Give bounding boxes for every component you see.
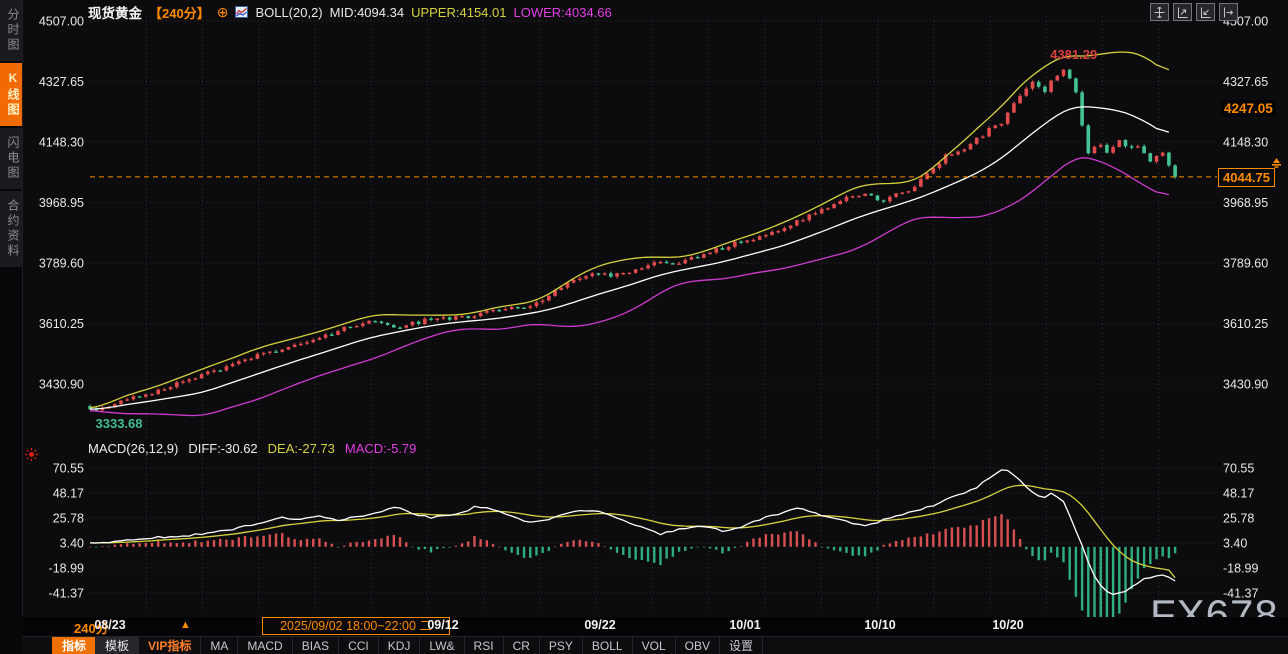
crosshair-datetime-tooltip: 2025/09/02 18:00~22:00 二: [262, 617, 450, 635]
toolbar-item[interactable]: KDJ: [377, 637, 420, 654]
chart-tool-buttons: [1150, 3, 1238, 21]
axis-tick-label: 3789.60: [39, 257, 84, 271]
axis-tick-label: 4148.30: [1223, 136, 1268, 150]
macd-macd-value: MACD:-5.79: [344, 441, 417, 456]
x-axis-date-label: 09/12: [427, 618, 459, 632]
chart-header: 现货黄金 【240分】 ⊕ BOLL(20,2) MID:4094.34 UPP…: [88, 2, 612, 22]
axis-tick-label: 3430.90: [39, 378, 84, 392]
boll-mid-value: MID:4094.34: [329, 4, 405, 20]
toolbar-item[interactable]: MACD: [237, 637, 291, 654]
axis-tick-label: -18.99: [1223, 561, 1258, 575]
toolbar-item[interactable]: LW&: [419, 637, 463, 654]
boll-lower-value: LOWER:4034.66: [513, 4, 612, 20]
axis-tick-label: 48.17: [1223, 486, 1254, 500]
toolbar-item[interactable]: PSY: [538, 637, 582, 654]
toolbar-item[interactable]: VIP指标: [138, 637, 200, 654]
axis-tick-label: 3610.25: [39, 317, 84, 331]
axis-tick-label: 3968.95: [39, 196, 84, 210]
indicator-toolbar: 指标 模板 VIP指标 MA MACD BIAS CCI KDJ LW& RSI CR PSY BOLL…: [22, 636, 1288, 654]
scale-compress-icon[interactable]: [1196, 3, 1215, 21]
sidebar-tab[interactable]: 合约资料: [0, 191, 22, 267]
axis-tick-label: 25.78: [53, 511, 84, 525]
axis-tick-label: -18.99: [49, 561, 84, 575]
toolbar-item[interactable]: VOL: [631, 637, 675, 654]
x-axis-date-label: 10/10: [864, 618, 896, 632]
axis-tick-label: 3.40: [1223, 536, 1247, 550]
scale-expand-icon[interactable]: [1173, 3, 1192, 21]
axis-tick-label: 4327.65: [1223, 75, 1268, 89]
boll-label: BOLL(20,2): [255, 4, 323, 20]
axis-tick-label: 4507.00: [39, 15, 84, 29]
toolbar-item[interactable]: CR: [502, 637, 539, 654]
boll-upper-value: UPPER:4154.01: [411, 4, 507, 20]
price-alarm-icon[interactable]: [1270, 157, 1283, 169]
reference-price-tag: 4247.05: [1221, 99, 1276, 117]
toolbar-item[interactable]: 模板: [95, 637, 139, 654]
symbol-name: 现货黄金: [88, 6, 142, 21]
toolbar-item[interactable]: 设置: [718, 637, 763, 654]
axis-tick-label: 70.55: [1223, 462, 1254, 476]
shift-right-icon[interactable]: [1219, 3, 1238, 21]
timeframe-up-arrow-icon[interactable]: ▲: [180, 619, 191, 631]
high-price-label: 4381.29: [1050, 47, 1098, 63]
x-axis-date-label: 08/23: [94, 618, 126, 632]
x-axis-date-label: 10/20: [992, 618, 1024, 632]
axis-tick-label: -41.37: [49, 586, 84, 600]
toolbar-item[interactable]: CCI: [338, 637, 378, 654]
axis-tick-label: 70.55: [53, 462, 84, 476]
sidebar-tab[interactable]: 分时图: [0, 0, 22, 61]
axis-tick-label: 4327.65: [39, 75, 84, 89]
toolbar-item[interactable]: 指标: [52, 637, 96, 654]
toolbar-item[interactable]: MA: [200, 637, 237, 654]
sidebar-tab[interactable]: K线图: [0, 63, 22, 126]
macd-chart-canvas[interactable]: 70.55 70.55 48.17 48.17 25.78 25.78 3.40 3.40 -1…: [22, 443, 1288, 619]
chart-main-area: 4507.00 4507.00 4327.65 4327.65 4148.30 4148.…: [22, 0, 1288, 654]
macd-dea-value: DEA:-27.73: [267, 441, 335, 456]
circle-plus-icon[interactable]: ⊕: [216, 4, 229, 20]
axis-tick-label: 48.17: [53, 486, 84, 500]
macd-diff-value: DIFF:-30.62: [188, 441, 258, 456]
period-label: 【240分】: [149, 5, 210, 21]
macd-label: MACD(26,12,9): [88, 441, 179, 456]
chart-type-sidebar: 分时图 K线图 闪电图 合约资料: [0, 0, 23, 654]
axis-tick-label: 3430.90: [1223, 378, 1268, 392]
mini-chart-icon[interactable]: [235, 6, 249, 18]
current-price-tag: 4044.75: [1218, 167, 1275, 187]
toolbar-item[interactable]: BOLL: [581, 637, 632, 654]
macd-header: MACD(26,12,9) DIFF:-30.62 DEA:-27.73 MAC…: [88, 441, 416, 456]
toolbar-item[interactable]: BIAS: [291, 637, 338, 654]
axis-tick-label: -41.37: [1223, 586, 1258, 600]
toolbar-item[interactable]: OBV: [674, 637, 719, 654]
x-axis-date-label: 09/22: [584, 618, 616, 632]
axis-tick-label: 25.78: [1223, 511, 1254, 525]
axis-tick-label: 3968.95: [1223, 196, 1268, 210]
crosshair-pan-icon[interactable]: [1150, 3, 1169, 21]
time-axis-row: 240分 ▲ 2025/09/02 18:00~22:00 二 08/23 09/…: [22, 617, 1288, 636]
low-price-label: 3333.68: [95, 415, 143, 431]
axis-tick-label: 4148.30: [39, 136, 84, 150]
x-axis-date-label: 10/01: [729, 618, 761, 632]
axis-tick-label: 3789.60: [1223, 257, 1268, 271]
axis-tick-label: 3610.25: [1223, 317, 1268, 331]
alert-indicator-icon[interactable]: [24, 447, 39, 462]
axis-tick-label: 3.40: [60, 536, 84, 550]
sidebar-tab[interactable]: 闪电图: [0, 128, 22, 189]
toolbar-item[interactable]: RSI: [463, 637, 503, 654]
timeframe-label[interactable]: 240分: [74, 621, 109, 636]
